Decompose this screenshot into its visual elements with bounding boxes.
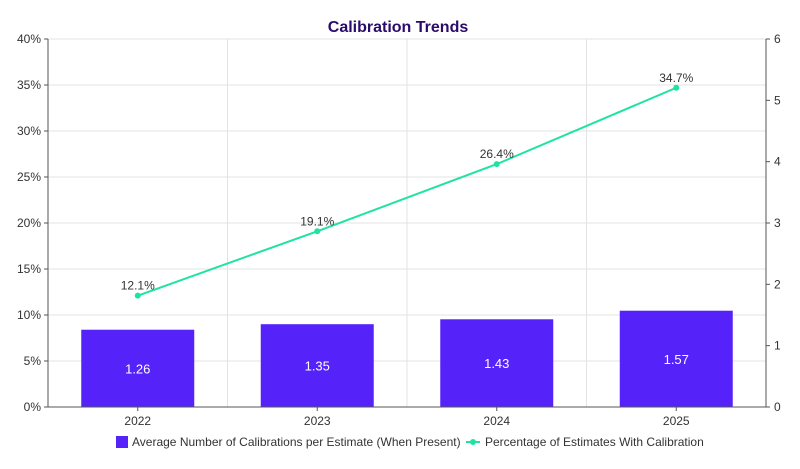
line-value-label: 12.1% <box>121 279 155 293</box>
line-value-label: 34.7% <box>659 71 693 85</box>
y-left-tick-label: 20% <box>17 216 41 230</box>
bar-series: 1.26 1.35 1.43 1.57 <box>81 310 733 407</box>
x-tick-label: 2022 <box>124 414 151 428</box>
y-left-tick-label: 10% <box>17 308 41 322</box>
y-left-tick-label: 35% <box>17 78 41 92</box>
y-left-tick-label: 25% <box>17 170 41 184</box>
y-right-tick-label: 2 <box>774 277 781 291</box>
legend-swatch-bar <box>116 436 128 448</box>
legend-label-bar: Average Number of Calibrations per Estim… <box>132 435 461 449</box>
axes: 0% 5% 10% 15% 20% 25% 30% 35% 40% 0 1 2 3 4 5 6 2022 2023… <box>17 32 781 428</box>
y-left-tick-label: 0% <box>24 400 42 414</box>
line-point <box>673 84 680 91</box>
x-tick-label: 2023 <box>304 414 331 428</box>
bar <box>440 319 554 407</box>
bar-value-label: 1.26 <box>125 361 150 376</box>
legend: Average Number of Calibrations per Estim… <box>116 435 704 449</box>
bar-value-label: 1.35 <box>305 359 330 374</box>
line-value-label: 26.4% <box>480 147 514 161</box>
line-point <box>493 161 500 168</box>
y-left-tick-label: 40% <box>17 32 41 46</box>
bar <box>260 324 374 407</box>
bar-value-label: 1.57 <box>664 352 689 367</box>
line-value-label: 19.1% <box>300 214 334 228</box>
y-right-tick-label: 3 <box>774 216 781 230</box>
line-point <box>314 228 321 235</box>
y-right-tick-label: 5 <box>774 93 781 107</box>
y-right-tick-label: 0 <box>774 400 781 414</box>
y-right-tick-label: 6 <box>774 32 781 46</box>
bar <box>619 310 733 407</box>
bar <box>81 329 195 407</box>
line-path <box>137 86 677 297</box>
line-point <box>134 292 141 299</box>
y-left-tick-label: 5% <box>24 354 42 368</box>
legend-label-line: Percentage of Estimates With Calibration <box>485 435 704 449</box>
y-right-tick-label: 4 <box>774 155 781 169</box>
x-tick-label: 2025 <box>663 414 690 428</box>
legend-swatch-point <box>470 439 476 445</box>
y-left-tick-label: 30% <box>17 124 41 138</box>
y-right-tick-label: 1 <box>774 339 781 353</box>
y-left-tick-label: 15% <box>17 262 41 276</box>
bar-value-label: 1.43 <box>484 356 509 371</box>
x-tick-label: 2024 <box>483 414 510 428</box>
chart-title: Calibration Trends <box>328 19 469 36</box>
line-series: 12.1% 19.1% 26.4% 34.7% <box>121 71 694 299</box>
